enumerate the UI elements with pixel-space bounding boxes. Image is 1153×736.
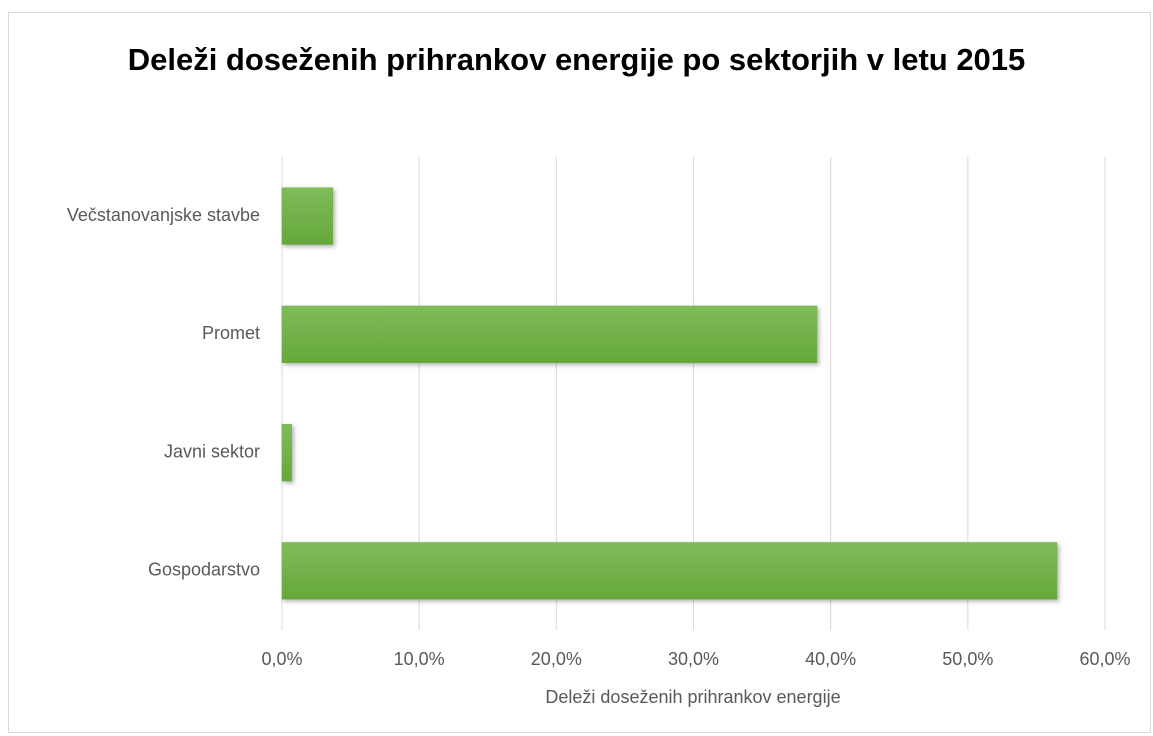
bar (281, 423, 292, 482)
chart-title: Deleži doseženih prihrankov energije po … (127, 42, 1026, 77)
bar (281, 542, 1058, 600)
x-tick-label: 50,0% (942, 649, 993, 669)
x-axis-label: Deleži doseženih prihrankov energije (545, 687, 840, 707)
chart-frame (8, 12, 1151, 733)
x-tick-label: 40,0% (805, 649, 856, 669)
x-tick-label: 0,0% (261, 649, 302, 669)
x-tick-label: 20,0% (531, 649, 582, 669)
bar (281, 187, 334, 245)
x-tick-label: 60,0% (1079, 649, 1130, 669)
y-tick-label: Promet (202, 323, 260, 343)
y-tick-label: Javni sektor (164, 441, 260, 461)
y-tick-label: Večstanovanjske stavbe (67, 205, 260, 225)
bar (281, 305, 818, 364)
x-tick-label: 10,0% (394, 649, 445, 669)
y-tick-label: Gospodarstvo (148, 560, 260, 580)
x-tick-label: 30,0% (668, 649, 719, 669)
